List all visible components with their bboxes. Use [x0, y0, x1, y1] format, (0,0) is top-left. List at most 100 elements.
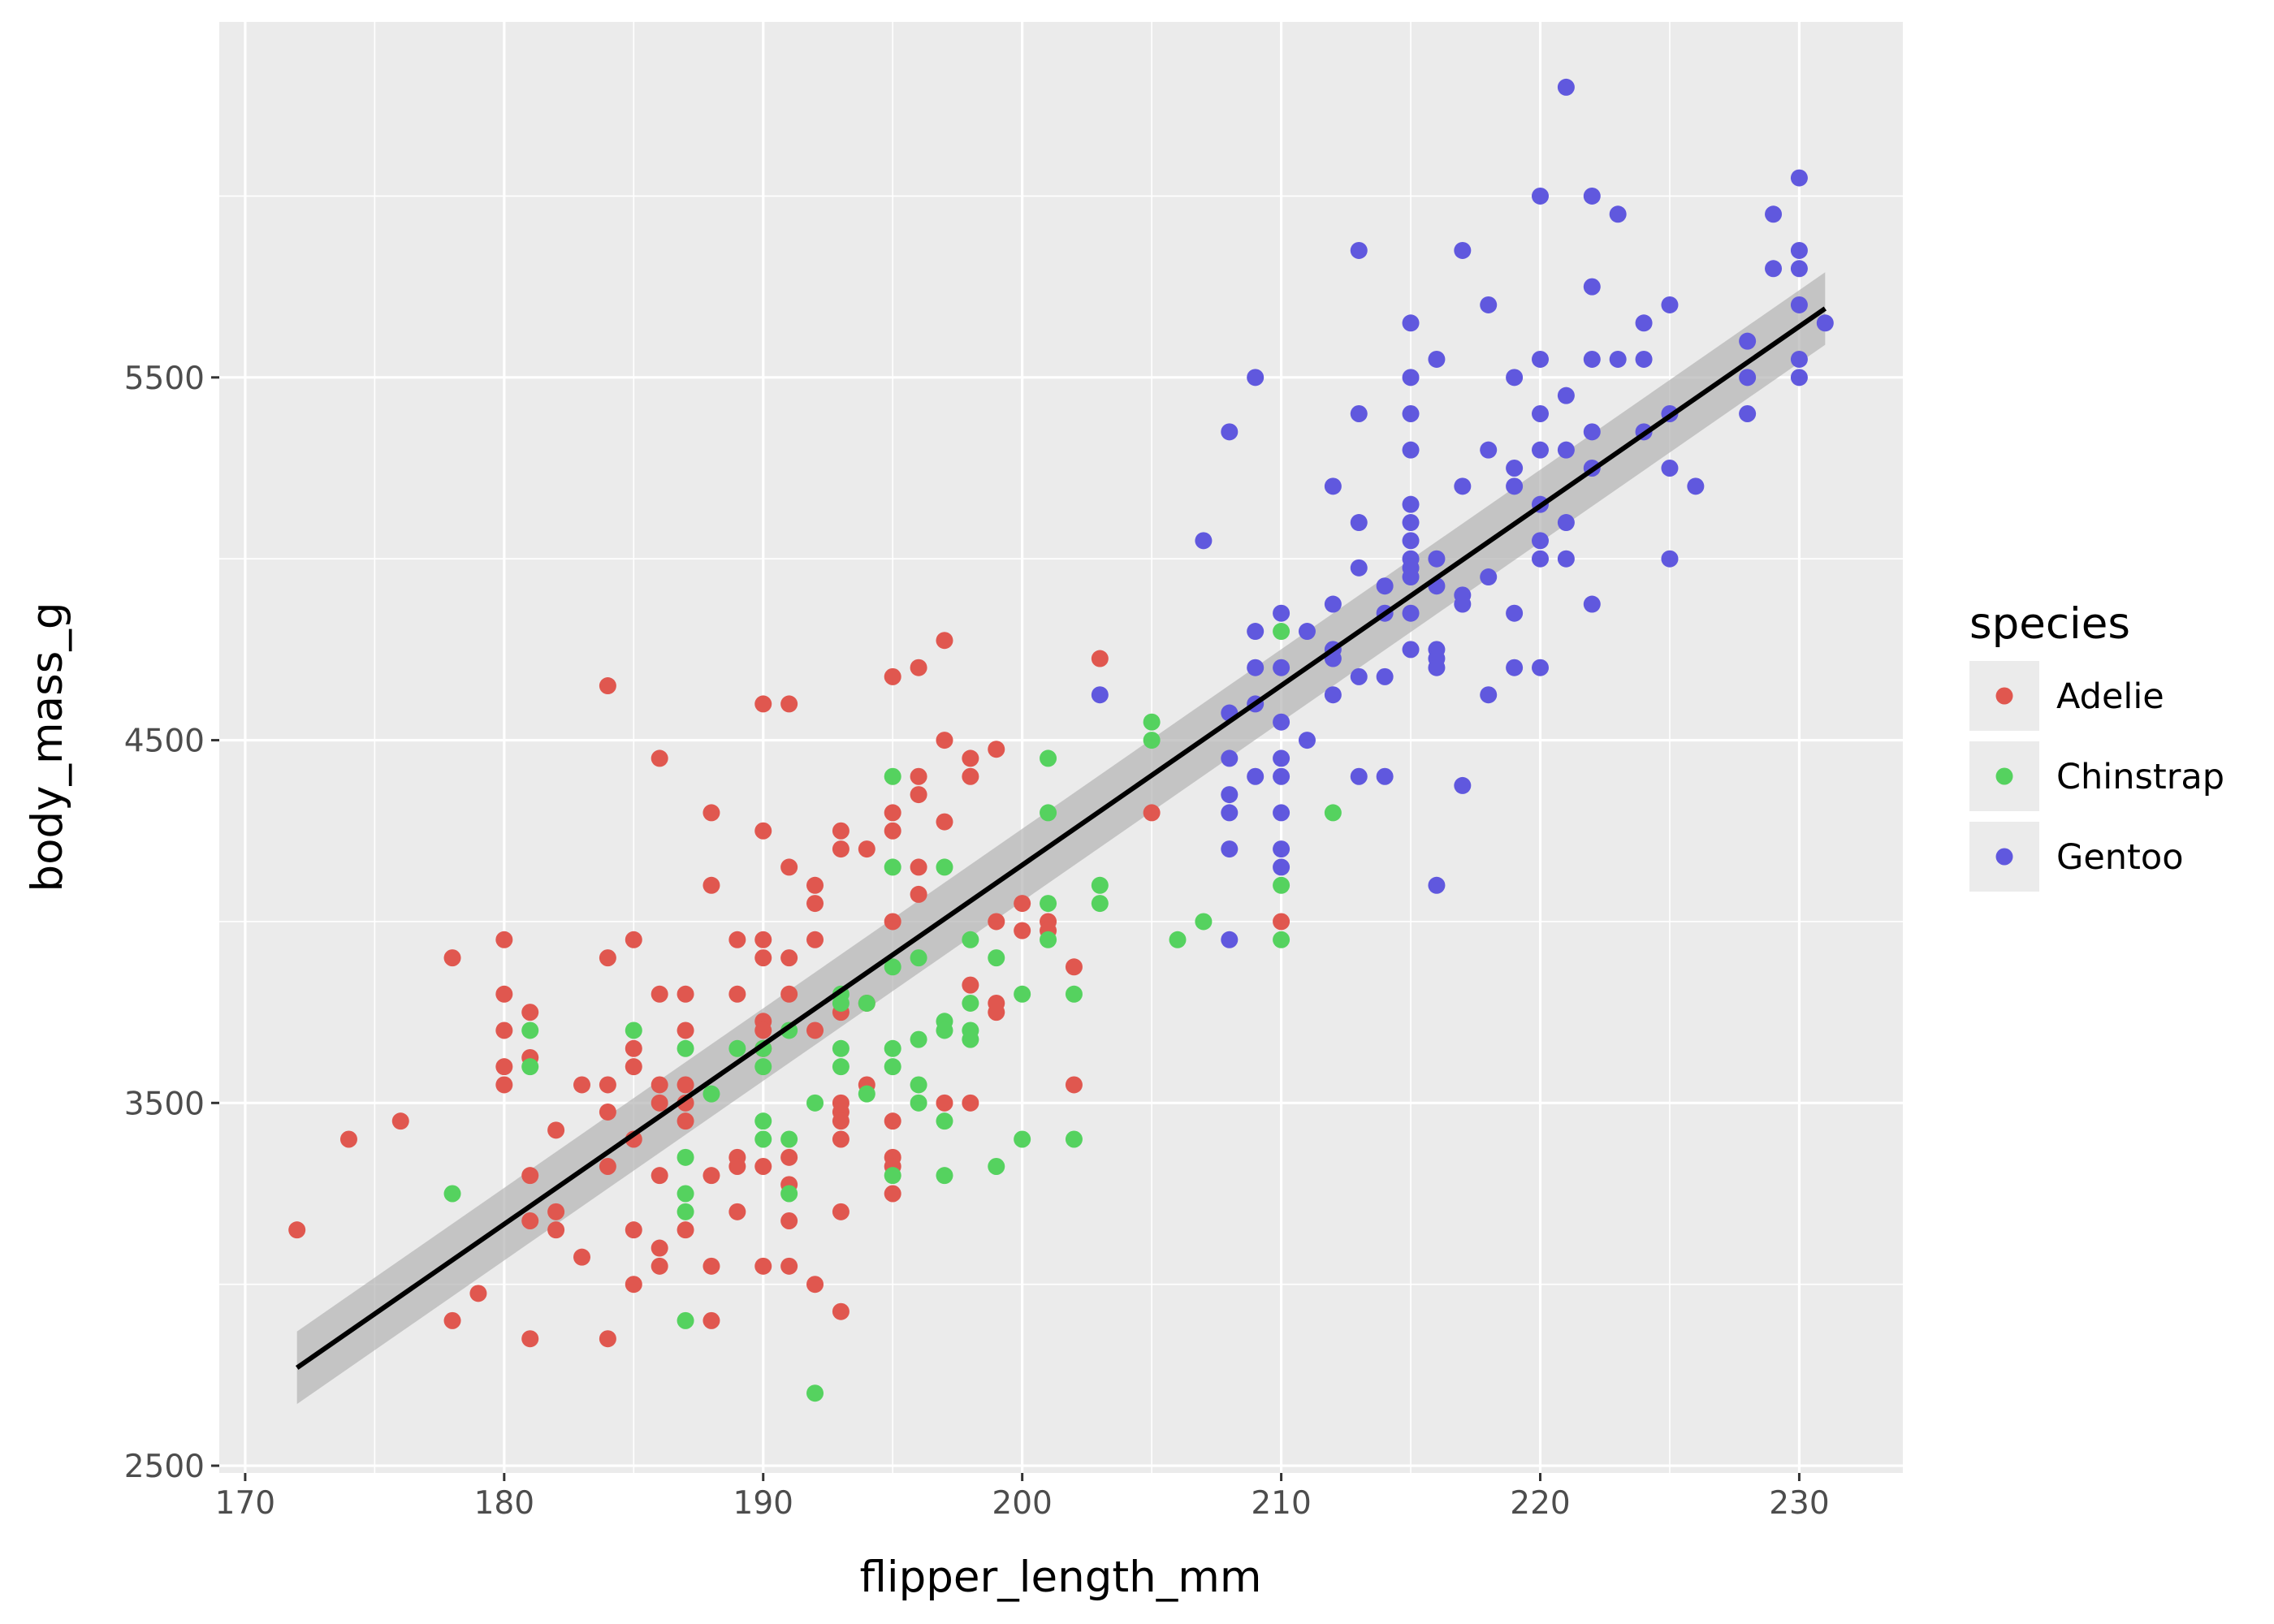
- data-point: [936, 1094, 953, 1112]
- data-point: [1428, 550, 1446, 568]
- data-point: [651, 749, 668, 767]
- data-point: [1350, 514, 1368, 532]
- data-point: [1506, 477, 1524, 495]
- data-point: [1273, 804, 1290, 822]
- data-point: [1324, 686, 1342, 704]
- data-point: [1273, 623, 1290, 641]
- minor-gridlines: [219, 22, 1903, 1473]
- data-point: [988, 1157, 1005, 1175]
- data-point: [1557, 514, 1575, 532]
- data-point: [1583, 595, 1601, 613]
- data-point: [1635, 350, 1653, 368]
- legend-entry-adelie: Adelie: [1969, 661, 2164, 731]
- data-point: [1790, 296, 1808, 313]
- data-point: [728, 985, 746, 1003]
- data-point: [1273, 876, 1290, 894]
- legend-entry-chinstrap: Chinstrap: [1969, 741, 2224, 811]
- data-point: [651, 985, 668, 1003]
- data-point: [988, 741, 1005, 758]
- legend-marker: [1995, 767, 2013, 785]
- data-point: [1273, 749, 1290, 767]
- data-point: [677, 1039, 694, 1057]
- data-point: [806, 1276, 824, 1294]
- data-point: [1221, 423, 1239, 441]
- data-point: [936, 1112, 953, 1130]
- data-point: [1402, 514, 1420, 532]
- data-point: [1402, 441, 1420, 459]
- data-point: [703, 804, 720, 822]
- y-tick-label: 3500: [124, 1086, 205, 1122]
- data-point: [962, 976, 979, 994]
- data-point: [832, 1302, 850, 1320]
- data-point: [1583, 278, 1601, 296]
- data-point: [1221, 931, 1239, 948]
- data-point: [1583, 350, 1601, 368]
- x-tick-label: 220: [1510, 1485, 1570, 1522]
- data-point: [521, 1330, 539, 1348]
- data-point: [1402, 641, 1420, 659]
- data-point: [1221, 749, 1239, 767]
- legend: species Adelie Chinstrap Gentoo: [1969, 599, 2224, 892]
- data-point: [703, 876, 720, 894]
- data-point: [547, 1121, 565, 1139]
- data-point: [573, 1076, 590, 1094]
- data-point: [728, 931, 746, 948]
- legend-marker: [1995, 848, 2013, 866]
- data-point: [884, 1185, 901, 1203]
- data-point: [1790, 241, 1808, 259]
- data-point: [495, 1021, 513, 1039]
- data-point: [910, 885, 927, 903]
- data-point: [1765, 260, 1783, 278]
- data-point: [1532, 350, 1550, 368]
- data-point: [988, 913, 1005, 931]
- data-point: [599, 949, 616, 967]
- data-point: [443, 1311, 461, 1329]
- data-point: [521, 1212, 539, 1230]
- data-point: [910, 1030, 927, 1048]
- data-point: [1557, 550, 1575, 568]
- data-point: [1506, 460, 1524, 477]
- data-point: [1402, 495, 1420, 513]
- data-point: [754, 1130, 772, 1148]
- data-point: [780, 985, 798, 1003]
- data-point: [495, 1076, 513, 1094]
- data-point: [1765, 205, 1783, 223]
- data-point: [1350, 241, 1368, 259]
- data-point: [832, 1039, 850, 1057]
- data-point: [1273, 931, 1290, 948]
- data-point: [910, 858, 927, 876]
- data-point: [936, 1167, 953, 1185]
- data-point: [625, 1058, 642, 1076]
- data-point: [780, 695, 798, 713]
- data-point: [832, 1112, 850, 1130]
- data-point: [1247, 767, 1265, 785]
- data-point: [495, 931, 513, 948]
- data-point: [1273, 604, 1290, 622]
- data-point: [1350, 667, 1368, 685]
- data-point: [1557, 78, 1575, 96]
- data-point: [728, 1157, 746, 1175]
- data-point: [1506, 659, 1524, 676]
- data-point: [910, 786, 927, 804]
- data-point: [1609, 350, 1627, 368]
- data-point: [910, 949, 927, 967]
- data-point: [780, 1185, 798, 1203]
- data-points: [288, 78, 1834, 1402]
- data-point: [1014, 985, 1031, 1003]
- x-tick-label: 200: [992, 1485, 1052, 1522]
- data-point: [443, 949, 461, 967]
- data-point: [1532, 532, 1550, 550]
- data-point: [754, 931, 772, 948]
- data-point: [806, 1094, 824, 1112]
- data-point: [910, 659, 927, 676]
- data-point: [1661, 296, 1679, 313]
- data-point: [962, 994, 979, 1012]
- data-point: [754, 1112, 772, 1130]
- data-point: [884, 1039, 901, 1057]
- data-point: [1480, 568, 1498, 586]
- data-point: [1790, 350, 1808, 368]
- x-tick-label: 210: [1251, 1485, 1311, 1522]
- data-point: [1739, 332, 1757, 350]
- data-point: [1324, 477, 1342, 495]
- series-gentoo: [1091, 78, 1834, 948]
